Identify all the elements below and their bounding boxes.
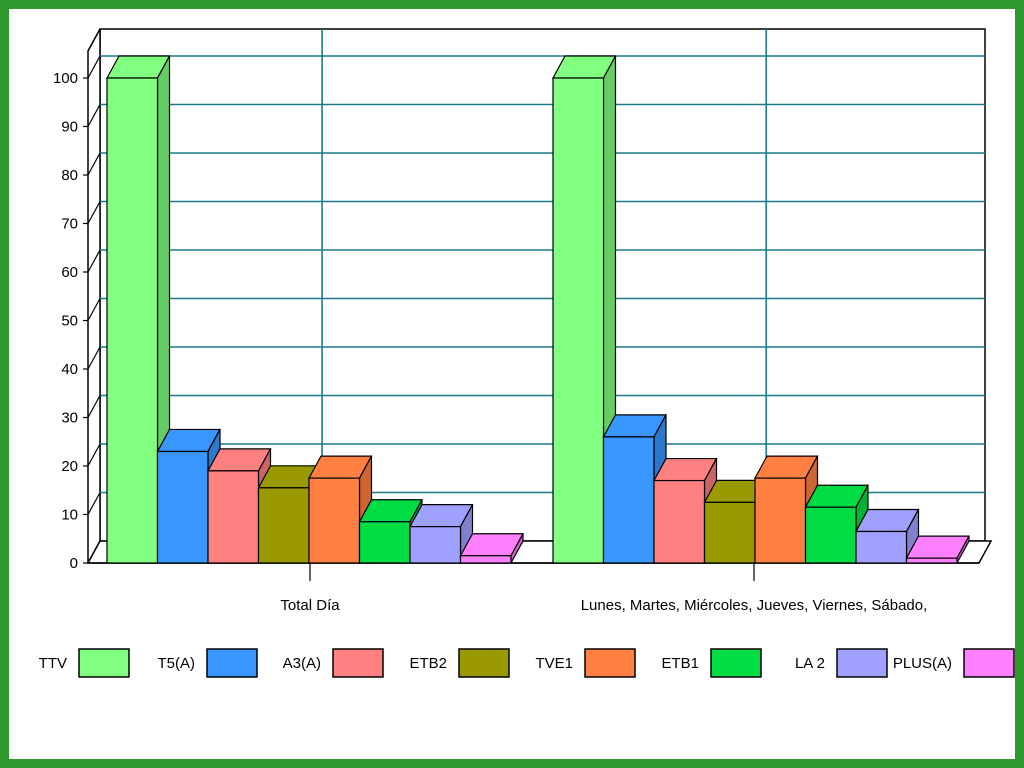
bar-front	[409, 526, 462, 564]
gridline-side	[87, 492, 101, 515]
y-tick-label: 90	[61, 119, 78, 136]
bar-front	[855, 530, 908, 564]
bar-la-2	[854, 508, 920, 564]
legend-label: A3(A)	[283, 655, 321, 672]
bar-front	[358, 521, 411, 564]
bar-plus-a-	[905, 535, 971, 564]
legend-item: LA 2	[795, 648, 888, 678]
bar-front	[602, 436, 655, 564]
legend-item: A3(A)	[283, 648, 384, 678]
legend-swatch	[78, 648, 130, 678]
gridline-side	[87, 55, 101, 79]
x-category-label: Lunes, Martes, Miércoles, Jueves, Vierne…	[581, 597, 928, 614]
bar-front	[459, 555, 512, 564]
bar-plus-a-	[459, 533, 525, 564]
bar-front	[754, 477, 807, 564]
legend-label: ETB1	[661, 655, 699, 672]
legend: TTV T5(A) A3(A) ETB2 TVE1 ETB1 LA 2 PLUS(A)	[39, 648, 1015, 678]
bar-a3-a-	[206, 448, 272, 564]
bar-front	[156, 450, 209, 564]
bar-front	[653, 479, 706, 564]
legend-label: TVE1	[535, 655, 573, 672]
y-tick-label: 30	[61, 410, 78, 427]
legend-item: ETB2	[409, 648, 510, 678]
y-tick-label: 50	[61, 313, 78, 330]
legend-swatch	[332, 648, 384, 678]
legend-item: TVE1	[535, 648, 636, 678]
bar-front	[703, 501, 756, 564]
legend-swatch	[584, 648, 636, 678]
legend-label: T5(A)	[158, 655, 196, 672]
x-axis-categories: Total Día Lunes, Martes, Miércoles, Jueve…	[280, 563, 927, 614]
legend-label: LA 2	[795, 655, 825, 672]
legend-item: T5(A)	[158, 648, 258, 678]
legend-label: PLUS(A)	[893, 655, 952, 672]
legend-item: PLUS(A)	[893, 648, 1015, 678]
gridline-side	[87, 201, 101, 224]
bar-ttv	[551, 55, 617, 564]
y-tick-label: 20	[61, 458, 78, 475]
bar-front	[552, 77, 605, 564]
y-tick-label: 0	[70, 555, 78, 572]
gridline-side	[87, 152, 101, 176]
bar-front	[905, 557, 958, 564]
y-axis-ticks: 0 10 20 30 40 50 60 70 80 90 100	[53, 70, 88, 572]
bar-front	[257, 487, 310, 564]
gridline-side	[87, 346, 101, 370]
bar-front	[804, 506, 857, 564]
gridline-side	[87, 395, 101, 418]
bar-chart: 0 10 20 30 40 50 60 70 80 90 100 Total Día Lunes, M…	[39, 28, 1015, 678]
legend-label: ETB2	[409, 655, 447, 672]
legend-swatch	[836, 648, 888, 678]
left-wall	[87, 28, 101, 564]
bar-front	[106, 77, 159, 564]
legend-swatch	[710, 648, 762, 678]
bar-tve1	[753, 455, 819, 564]
legend-item: ETB1	[661, 648, 762, 678]
legend-label: TTV	[39, 655, 67, 672]
y-tick-label: 10	[61, 507, 78, 524]
legend-swatch	[458, 648, 510, 678]
y-tick-label: 100	[53, 70, 78, 87]
bar-front	[308, 477, 361, 564]
gridline-side	[87, 443, 101, 467]
y-tick-label: 40	[61, 361, 78, 378]
legend-swatch	[963, 648, 1015, 678]
bar-front	[207, 470, 260, 564]
legend-item: TTV	[39, 648, 130, 678]
gridline-side	[87, 104, 101, 127]
y-tick-label: 80	[61, 167, 78, 184]
gridline-side	[87, 298, 101, 321]
chart-frame: 0 10 20 30 40 50 60 70 80 90 100 Total Día Lunes, M…	[9, 9, 1015, 759]
bars	[105, 55, 971, 564]
bar-la-2	[408, 504, 474, 564]
gridline-side	[87, 249, 101, 273]
bar-ttv	[105, 55, 171, 564]
y-tick-label: 60	[61, 264, 78, 281]
legend-swatch	[206, 648, 258, 678]
y-tick-label: 70	[61, 216, 78, 233]
x-category-label: Total Día	[280, 597, 340, 614]
bar-t5-a-	[602, 414, 668, 564]
